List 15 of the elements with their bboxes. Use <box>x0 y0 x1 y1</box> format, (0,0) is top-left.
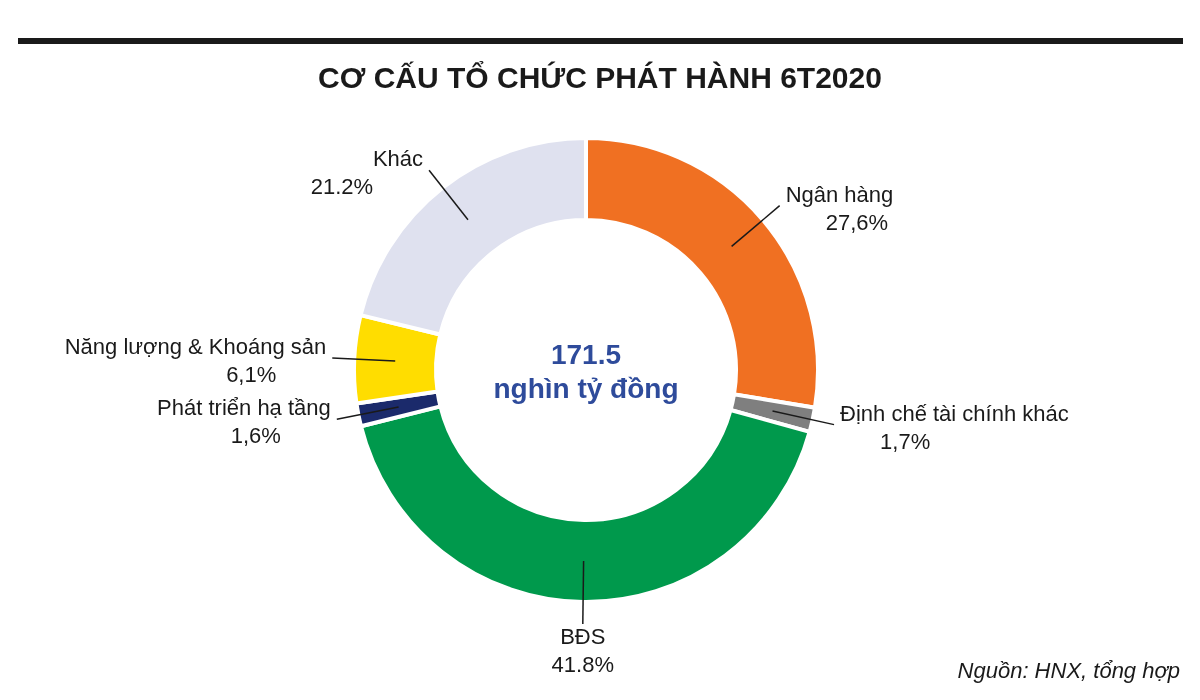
slice-label: Năng lượng & Khoáng sản <box>64 334 327 360</box>
data-label: 6,1% <box>226 362 277 388</box>
slice-label: Ngân hàng <box>785 181 894 207</box>
slice-label: Khác <box>372 146 424 172</box>
data-label: 27,6% <box>825 209 889 235</box>
chart-title: CƠ CẤU TỔ CHỨC PHÁT HÀNH 6T2020 <box>318 61 882 94</box>
slice-label: BĐS <box>560 623 606 649</box>
slice-label: Định chế tài chính khác <box>840 400 1069 426</box>
data-label: 21.2% <box>310 174 374 200</box>
data-label: 1,6% <box>230 423 281 449</box>
data-label: 41.8% <box>551 651 614 677</box>
text: 171.5 nghìn tỷ đồng <box>493 339 679 404</box>
slice-label: Phát triển hạ tầng <box>157 395 331 421</box>
data-label: 1,7% <box>880 428 931 454</box>
text: Nguồn: HNX, tổng hợp <box>957 658 1180 683</box>
